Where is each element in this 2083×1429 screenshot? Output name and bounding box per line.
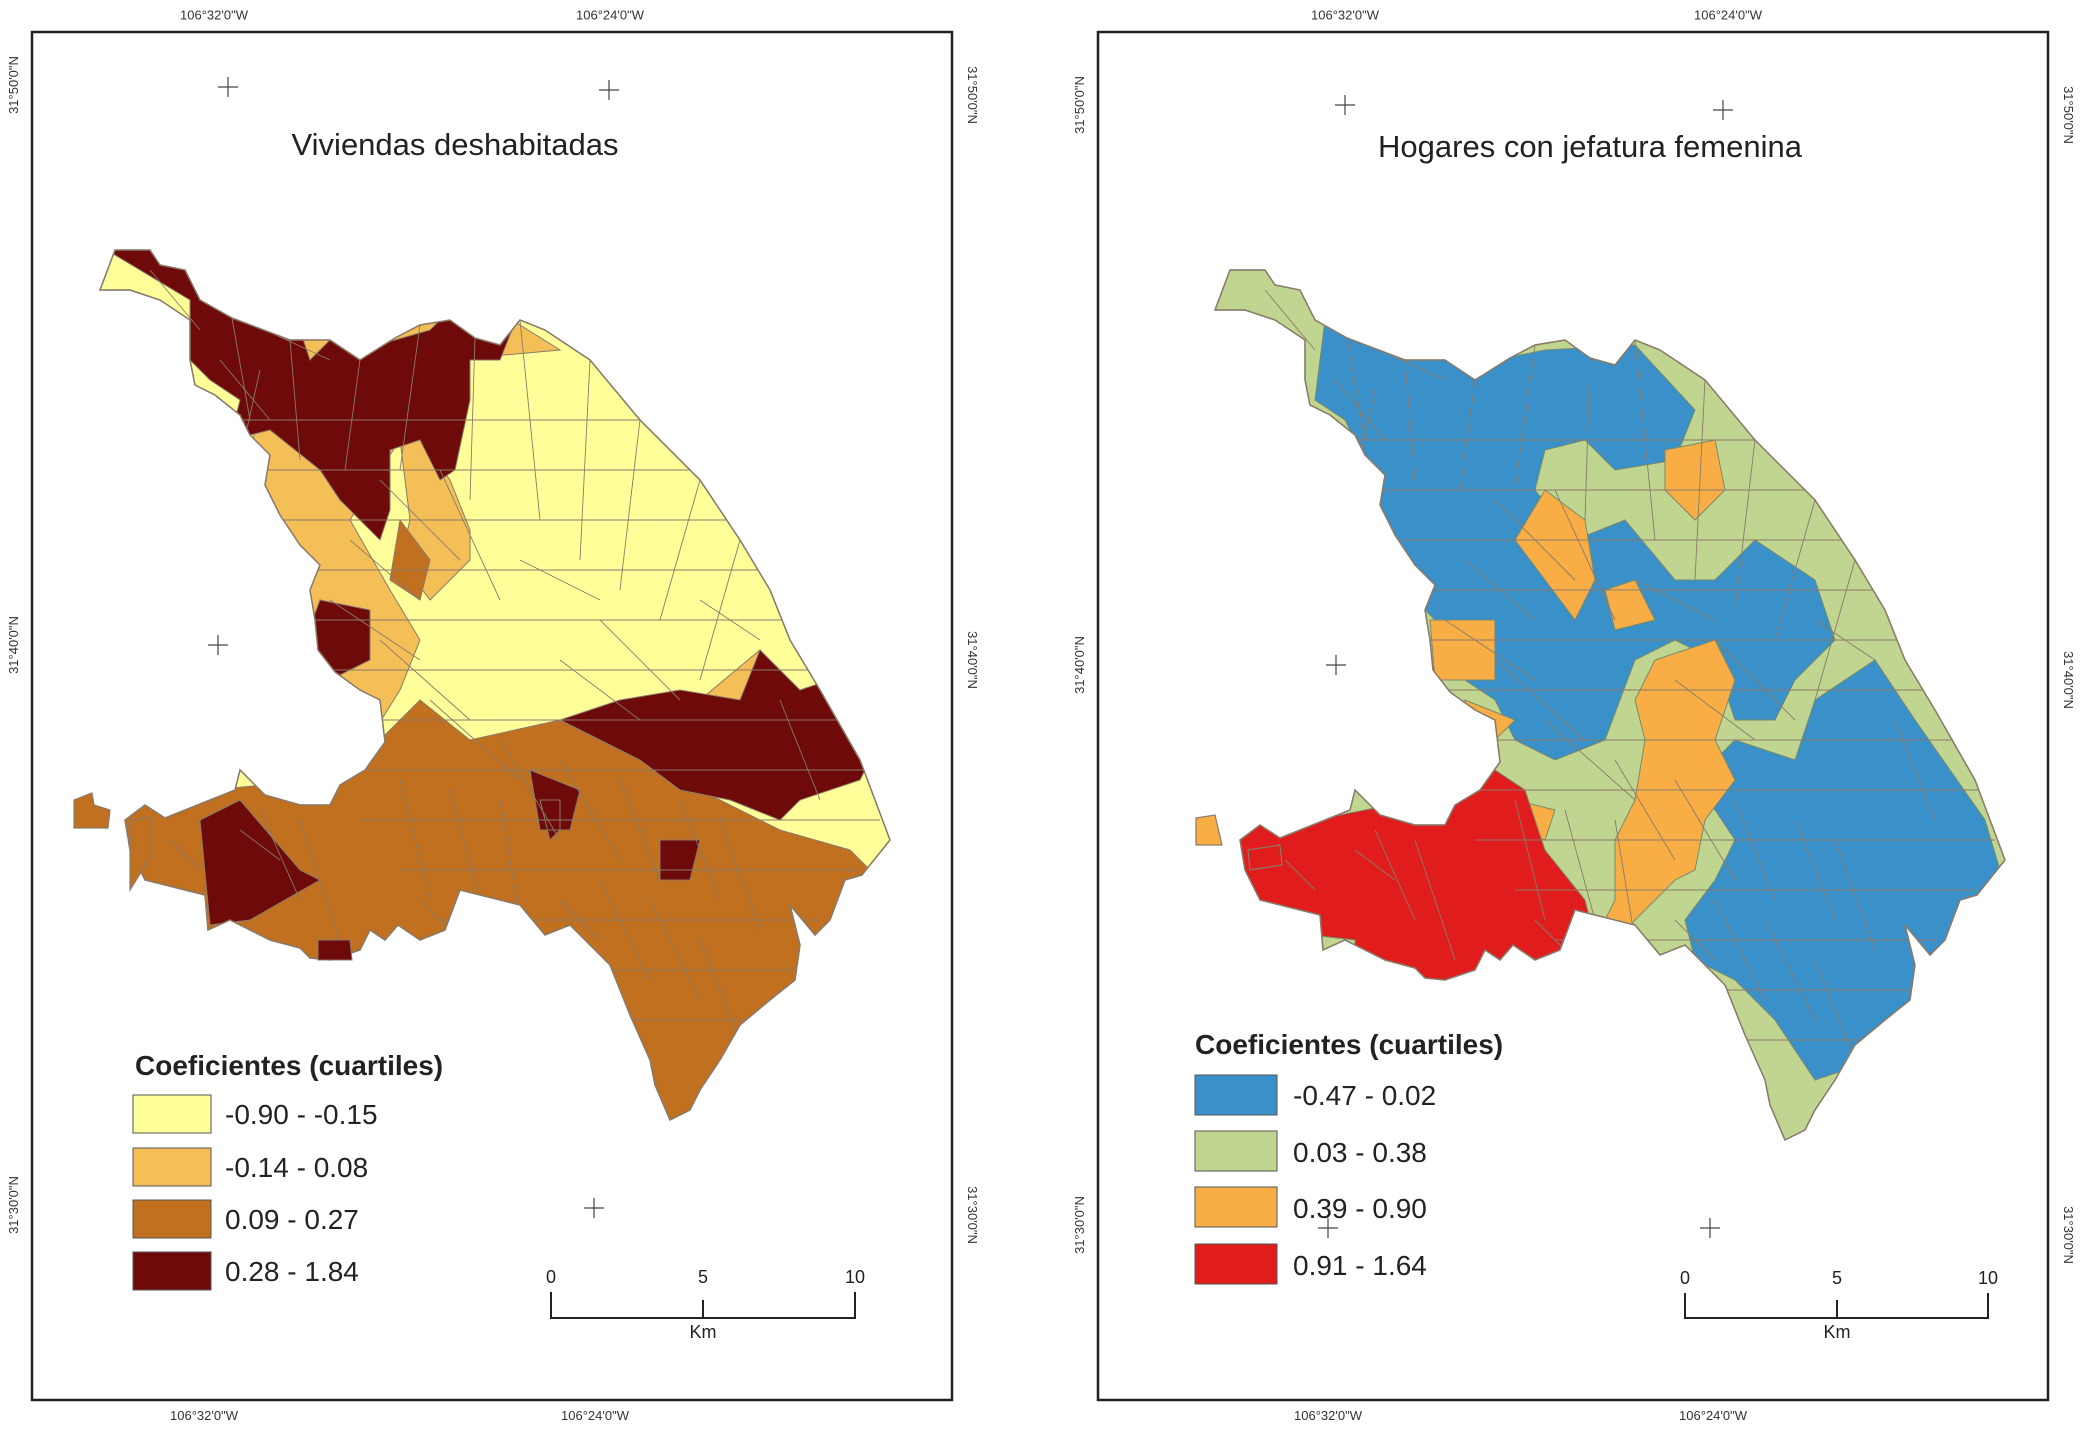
right-latitude-label: 31°30'0"N — [965, 1186, 980, 1244]
detached-parcel — [317, 939, 353, 961]
left-latitude-label: 31°40'0"N — [6, 616, 21, 674]
left-latitude-label: 31°50'0"N — [1072, 76, 1087, 134]
scale-tick-label: 0 — [1680, 1268, 1690, 1288]
detached-parcel — [1247, 844, 1283, 871]
scale-bar: 0 5 10 Km — [1680, 1268, 1998, 1342]
legend-swatch-q1 — [132, 1094, 212, 1134]
legend-label-q4: 0.91 - 1.64 — [1293, 1250, 1427, 1281]
legend-swatch-q3 — [1194, 1186, 1278, 1228]
detached-parcel — [73, 792, 111, 829]
left-latitude-label: 31°30'0"N — [6, 1176, 21, 1234]
map-title: Hogares con jefatura femenina — [1378, 129, 1803, 164]
detached-parcel — [129, 817, 151, 893]
graticule-crosses — [1318, 95, 1733, 1238]
bottom-longitude-label: 106°32'0"W — [170, 1408, 239, 1423]
top-longitude-label: 106°24'0"W — [576, 8, 645, 23]
legend-label-q1: -0.90 - -0.15 — [225, 1099, 378, 1130]
legend-swatch-q3 — [132, 1199, 212, 1239]
legend: Coeficientes (cuartiles) -0.90 - -0.15 -… — [132, 1050, 443, 1291]
scale-unit: Km — [690, 1322, 717, 1342]
bottom-longitude-label: 106°32'0"W — [1294, 1408, 1363, 1423]
scale-tick-label: 0 — [546, 1267, 556, 1287]
map-viviendas: 106°32'0"W 106°24'0"W 106°32'0"W 106°24'… — [6, 8, 980, 1423]
legend-label-q3: 0.39 - 0.90 — [1293, 1193, 1427, 1224]
legend-label-q2: 0.03 - 0.38 — [1293, 1137, 1427, 1168]
bottom-longitude-label: 106°24'0"W — [561, 1408, 630, 1423]
graticule-crosses — [208, 77, 619, 1218]
legend-label-q4: 0.28 - 1.84 — [225, 1256, 359, 1287]
right-latitude-label: 31°40'0"N — [965, 631, 980, 689]
scale-tick-label: 5 — [1832, 1268, 1842, 1288]
left-latitude-label: 31°50'0"N — [6, 56, 21, 114]
right-latitude-label: 31°50'0"N — [965, 66, 980, 124]
scale-tick-label: 10 — [1978, 1268, 1998, 1288]
legend: Coeficientes (cuartiles) -0.47 - 0.02 0.… — [1194, 1029, 1503, 1285]
left-latitude-label: 31°40'0"N — [1072, 636, 1087, 694]
legend-swatch-q4 — [132, 1251, 212, 1291]
map-hogares: 106°32'0"W 106°24'0"W 106°32'0"W 106°24'… — [1072, 8, 2076, 1423]
scale-tick-label: 10 — [845, 1267, 865, 1287]
right-latitude-label: 31°40'0"N — [2061, 651, 2076, 709]
bottom-longitude-label: 106°24'0"W — [1679, 1408, 1748, 1423]
scale-tick-label: 5 — [698, 1267, 708, 1287]
legend-title: Coeficientes (cuartiles) — [135, 1050, 443, 1081]
scale-unit: Km — [1824, 1322, 1851, 1342]
legend-swatch-q2 — [1194, 1130, 1278, 1172]
right-latitude-label: 31°50'0"N — [2061, 86, 2076, 144]
detached-parcel — [1195, 814, 1223, 846]
legend-label-q3: 0.09 - 0.27 — [225, 1204, 359, 1235]
legend-label-q2: -0.14 - 0.08 — [225, 1152, 368, 1183]
legend-swatch-q2 — [132, 1147, 212, 1187]
top-longitude-label: 106°32'0"W — [1311, 8, 1380, 23]
top-longitude-label: 106°24'0"W — [1694, 8, 1763, 23]
left-latitude-label: 31°30'0"N — [1072, 1196, 1087, 1254]
legend-title: Coeficientes (cuartiles) — [1195, 1029, 1503, 1060]
legend-swatch-q4 — [1194, 1243, 1278, 1285]
scale-bar: 0 5 10 Km — [546, 1267, 865, 1342]
legend-label-q1: -0.47 - 0.02 — [1293, 1080, 1436, 1111]
right-latitude-label: 31°30'0"N — [2061, 1206, 2076, 1264]
legend-swatch-q1 — [1194, 1074, 1278, 1116]
map-title: Viviendas deshabitadas — [292, 127, 619, 162]
top-longitude-label: 106°32'0"W — [180, 8, 249, 23]
